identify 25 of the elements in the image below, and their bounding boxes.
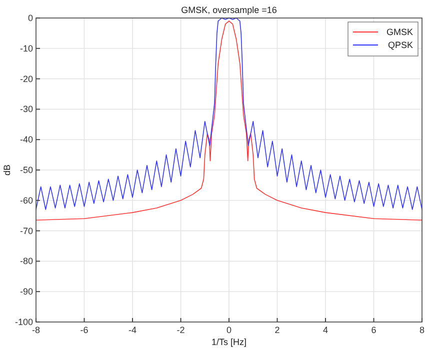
y-tick-label: -90 — [20, 286, 33, 297]
x-tick-label: -2 — [176, 325, 185, 335]
x-tick-label: 6 — [371, 325, 376, 335]
y-tick-label: 0 — [28, 13, 33, 23]
chart-title: GMSK, oversample =16 — [181, 5, 277, 15]
y-tick-label: -20 — [20, 74, 33, 84]
legend-label: QPSK — [388, 40, 413, 50]
y-tick-label: -100 — [14, 317, 33, 327]
legend-label: GMSK — [386, 27, 413, 37]
y-tick-label: -60 — [20, 195, 33, 206]
x-tick-label: 8 — [419, 325, 425, 335]
x-tick-label: -8 — [32, 325, 40, 335]
y-tick-label: -10 — [20, 43, 33, 54]
y-tick-label: -30 — [20, 104, 33, 114]
y-tick-label: -50 — [20, 165, 33, 175]
y-tick-label: -70 — [20, 226, 33, 236]
y-axis-title: dB — [2, 164, 12, 176]
x-axis-title: 1/Ts [Hz] — [211, 337, 247, 347]
x-tick-label: 0 — [226, 325, 232, 335]
y-tick-label: -80 — [20, 256, 33, 266]
y-tick-label: -40 — [20, 134, 33, 145]
x-tick-label: -6 — [80, 325, 88, 335]
x-tick-label: -4 — [128, 325, 137, 335]
x-tick-label: 4 — [322, 325, 328, 335]
x-tick-label: 2 — [274, 325, 280, 335]
